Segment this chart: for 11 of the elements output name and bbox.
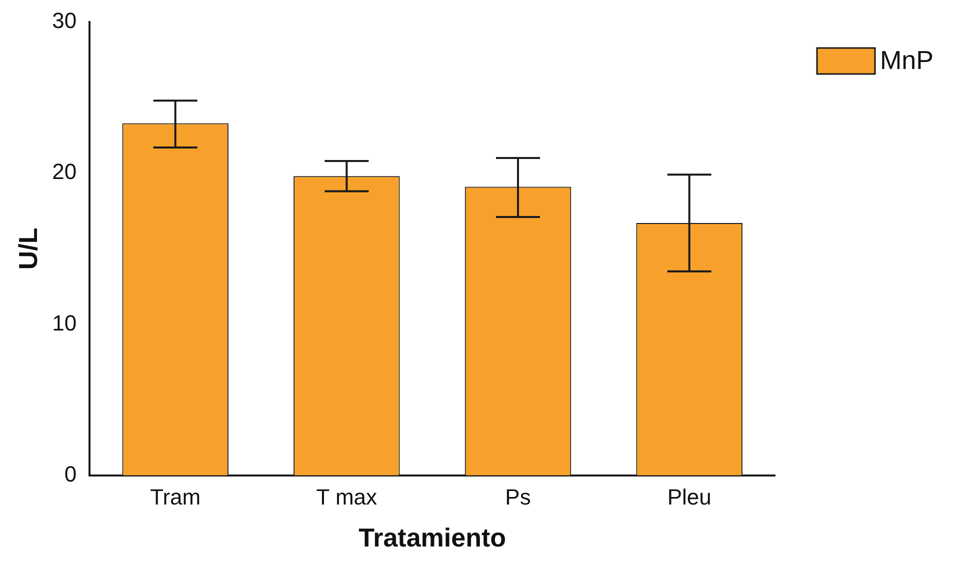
legend-label: MnP: [880, 45, 934, 76]
y-tick-label: 20: [52, 159, 77, 184]
y-axis-title: U/L: [12, 228, 43, 270]
y-tick-label: 30: [52, 8, 77, 34]
x-tick-label: Tram: [150, 484, 201, 510]
x-tick-label: Ps: [505, 484, 531, 510]
y-tick-label: 0: [64, 461, 77, 486]
x-axis-title: Tratamiento: [358, 522, 506, 553]
x-tick-label: T max: [316, 484, 378, 510]
y-tick-label: 10: [52, 310, 77, 336]
x-tick-label: Pleu: [667, 484, 712, 510]
